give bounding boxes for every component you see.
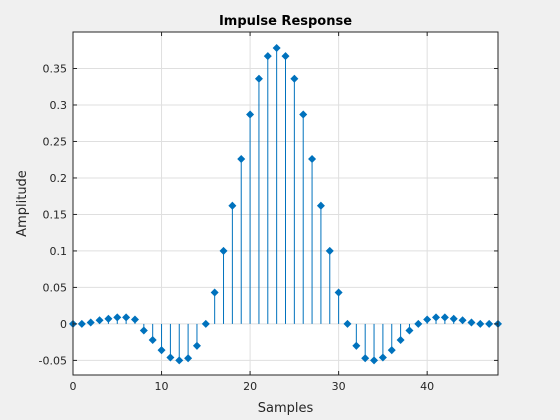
stem-marker [113,313,122,322]
stem-marker [352,341,361,350]
stem-marker [432,313,441,322]
y-tick-label: 0.3 [50,99,68,112]
stem-marker [334,288,343,297]
stem-marker [343,319,352,328]
stem-marker [449,314,458,323]
stem-marker [272,44,281,53]
stem-marker [184,354,193,363]
stem-marker [228,201,237,210]
y-tick-label: 0.1 [50,245,68,258]
stem-marker [467,318,476,327]
stem-marker [423,315,432,324]
stem-marker [485,319,494,328]
stem-marker [316,201,325,210]
stem-marker [387,346,396,355]
y-tick-label: 0.15 [43,208,68,221]
stem-marker [370,356,379,365]
stem-marker [378,353,387,362]
stem-marker [440,313,449,322]
y-tick-label: 0 [60,318,67,331]
stem-marker [219,246,228,255]
stem-marker [263,52,272,61]
stem-marker [95,316,104,325]
stem-marker [414,319,423,328]
stem-marker [166,353,175,362]
stem-series [68,44,503,365]
stem-marker [130,315,139,324]
stem-marker [476,319,485,328]
x-tick-label: 10 [155,380,169,393]
x-tick-label: 40 [420,380,434,393]
stem-marker [458,316,467,325]
stem-marker [157,346,166,355]
chart-title: Impulse Response [219,14,352,29]
stem-marker [299,110,308,119]
stem-marker [201,319,210,328]
y-tick-label: 0.35 [43,62,68,75]
x-tick-label: 20 [243,380,257,393]
stem-marker [361,354,370,363]
x-tick-label: 0 [70,380,77,393]
stem-marker [139,326,148,335]
stem-marker [325,246,334,255]
x-tick-label: 30 [332,380,346,393]
stem-marker [405,326,414,335]
stem-marker [246,110,255,119]
y-axis-label: Amplitude [15,170,30,237]
y-tick-label: 0.05 [43,281,68,294]
stem-marker [104,314,113,323]
axes-box [72,31,499,376]
stem-marker [308,154,317,163]
stem-marker [210,288,219,297]
x-axis-label: Samples [258,401,314,416]
stem-marker [290,74,299,83]
stem-marker [281,52,290,61]
stem-marker [254,74,263,83]
stem-marker [192,341,201,350]
stem-marker [175,356,184,365]
y-tick-label: -0.05 [39,354,67,367]
stem-marker [86,318,95,327]
y-tick-label: 0.2 [50,172,68,185]
stem-marker [122,313,131,322]
stem-marker [148,335,157,344]
y-tick-label: 0.25 [43,135,68,148]
stem-marker [237,154,246,163]
stem-marker [77,319,86,328]
stem-marker [396,335,405,344]
